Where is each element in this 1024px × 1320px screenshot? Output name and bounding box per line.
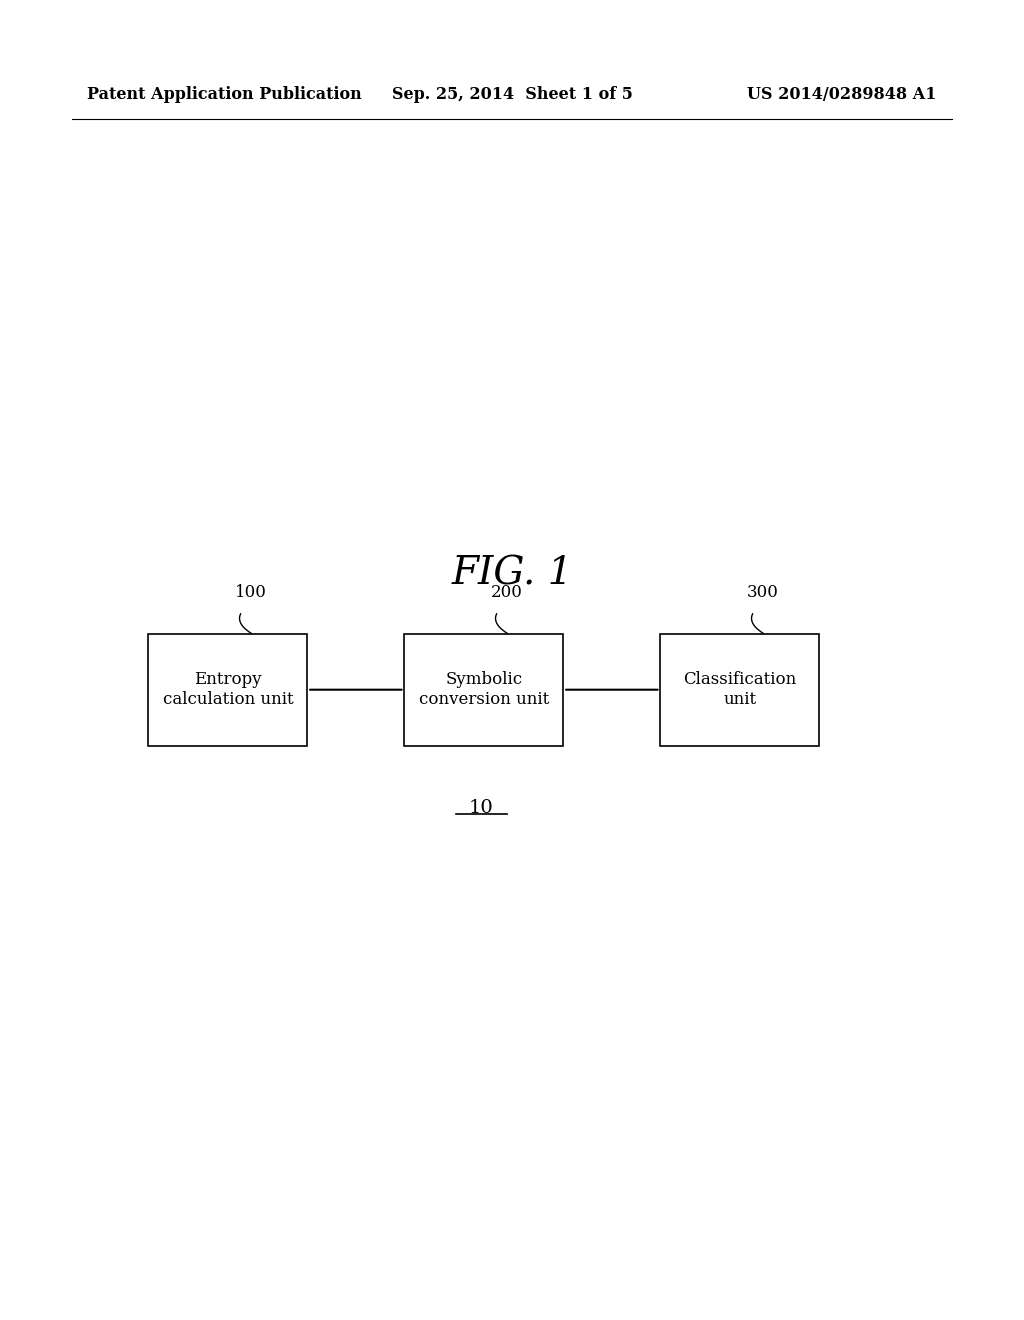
Text: 10: 10: [469, 799, 494, 817]
Text: 300: 300: [746, 583, 779, 601]
Text: 200: 200: [490, 583, 523, 601]
Text: FIG. 1: FIG. 1: [452, 556, 572, 593]
FancyBboxPatch shape: [660, 634, 819, 746]
Text: Entropy
calculation unit: Entropy calculation unit: [163, 672, 293, 708]
Text: Classification
unit: Classification unit: [683, 672, 797, 708]
FancyBboxPatch shape: [148, 634, 307, 746]
FancyBboxPatch shape: [404, 634, 563, 746]
Text: Symbolic
conversion unit: Symbolic conversion unit: [419, 672, 549, 708]
Text: Sep. 25, 2014  Sheet 1 of 5: Sep. 25, 2014 Sheet 1 of 5: [391, 86, 633, 103]
Text: 100: 100: [234, 583, 267, 601]
Text: US 2014/0289848 A1: US 2014/0289848 A1: [748, 86, 937, 103]
Text: Patent Application Publication: Patent Application Publication: [87, 86, 361, 103]
